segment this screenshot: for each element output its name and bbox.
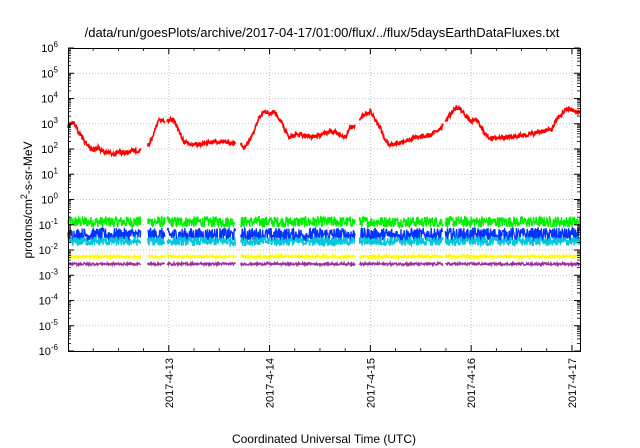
y-tick-label-exp: 3 [54, 116, 59, 125]
series-line [444, 214, 581, 229]
y-tick-label: 10-3 [39, 267, 59, 282]
y-tick-label: 10-2 [39, 242, 59, 257]
series-line [444, 235, 581, 248]
y-tick-label-base: 10 [39, 346, 51, 358]
series-line [67, 226, 142, 243]
y-tick-label-exp: -5 [51, 318, 59, 327]
y-tick-label: 106 [41, 40, 58, 55]
series-line-red [444, 104, 581, 143]
series-line [166, 253, 236, 261]
y-tick-label: 103 [41, 116, 58, 131]
series-line [239, 260, 356, 268]
y-tick-label-exp: 0 [54, 192, 59, 201]
y-tick-label-exp: -6 [51, 343, 59, 352]
series-line [358, 236, 444, 248]
y-tick-label-base: 10 [39, 296, 51, 308]
series-line-red [147, 116, 166, 148]
y-axis-label-sup: 2 [19, 194, 29, 199]
y-tick-label-exp: -4 [51, 293, 59, 302]
series-line [147, 236, 166, 246]
series-line [67, 235, 142, 247]
series-line [358, 214, 444, 230]
y-tick-label: 10-5 [39, 318, 59, 333]
series-line [166, 260, 236, 268]
y-tick-label-base: 10 [39, 245, 51, 257]
y-tick-label-base: 10 [39, 321, 51, 333]
y-tick-label: 100 [41, 192, 58, 207]
series-line [358, 227, 444, 244]
series-line [358, 260, 444, 268]
series-line [166, 216, 236, 229]
x-tick-labels: 2017-4-13 2017-4-14 2017-4-15 2017-4-16 2017… [164, 358, 579, 408]
series-line [444, 252, 581, 261]
series-line [166, 235, 236, 249]
series-line [166, 227, 236, 243]
y-tick-label-exp: 6 [54, 40, 59, 49]
axis-ticks [68, 47, 580, 352]
y-axis-label: protons/cm2-s-sr-MeV [19, 141, 35, 258]
plot-frame [68, 48, 581, 352]
series-line [67, 260, 142, 268]
series-line-red [67, 121, 142, 158]
series-line [445, 260, 581, 268]
y-tick-label: 101 [41, 166, 58, 181]
series-line [147, 227, 166, 242]
y-tick-label-base: 10 [41, 144, 53, 156]
chart-title: /data/run/goesPlots/archive/2017-04-17/0… [85, 25, 560, 40]
y-tick-label: 10-4 [39, 293, 59, 308]
x-tick-label: 2017-4-14 [265, 358, 277, 408]
x-tick-label: 2017-4-17 [567, 358, 579, 408]
y-tick-label-base: 10 [41, 43, 53, 55]
series-line [240, 215, 356, 229]
y-tick-label-exp: 2 [54, 141, 59, 150]
series-line [67, 215, 142, 228]
y-tick-label-exp: 1 [54, 166, 59, 175]
y-axis-label-part1: protons/cm [21, 199, 35, 258]
y-tick-label-base: 10 [41, 68, 53, 80]
y-tick-label-base: 10 [39, 270, 51, 282]
y-tick-label: 104 [41, 91, 58, 106]
series-group [67, 104, 581, 268]
y-tick-label-base: 10 [41, 94, 53, 106]
y-tick-label: 10-1 [39, 217, 59, 232]
y-tick-label-base: 10 [41, 169, 53, 181]
y-axis-label-part2: -s-sr-MeV [21, 141, 35, 194]
series-line [239, 235, 356, 248]
series-line [67, 253, 142, 261]
y-tick-label-base: 10 [41, 195, 53, 207]
y-tick-label-base: 10 [41, 119, 53, 131]
y-tick-label-base: 10 [39, 220, 51, 232]
series-line-red [166, 115, 237, 149]
x-tick-label: 2017-4-16 [466, 358, 478, 408]
series-line [147, 260, 166, 267]
y-tick-label-exp: -1 [51, 217, 59, 226]
x-tick-label: 2017-4-15 [365, 358, 377, 408]
x-tick-label: 2017-4-13 [164, 358, 176, 408]
y-tick-label-exp: -2 [51, 242, 59, 251]
x-axis-label: Coordinated Universal Time (UTC) [232, 432, 416, 446]
series-line-red [358, 107, 444, 149]
y-tick-label-exp: 5 [54, 65, 59, 74]
grid [68, 48, 580, 351]
series-line [147, 252, 166, 260]
series-line [147, 215, 166, 228]
series-line [240, 252, 356, 261]
series-line-red [239, 109, 356, 151]
y-tick-label: 105 [41, 65, 58, 80]
y-tick-label-exp: -3 [51, 267, 59, 276]
series-line [358, 252, 444, 261]
y-tick-labels: 10-610-510-410-310-210-11001011021031041… [39, 40, 59, 358]
y-tick-label: 102 [41, 141, 58, 156]
y-tick-label: 10-6 [39, 343, 59, 358]
y-tick-label-exp: 4 [54, 91, 59, 100]
